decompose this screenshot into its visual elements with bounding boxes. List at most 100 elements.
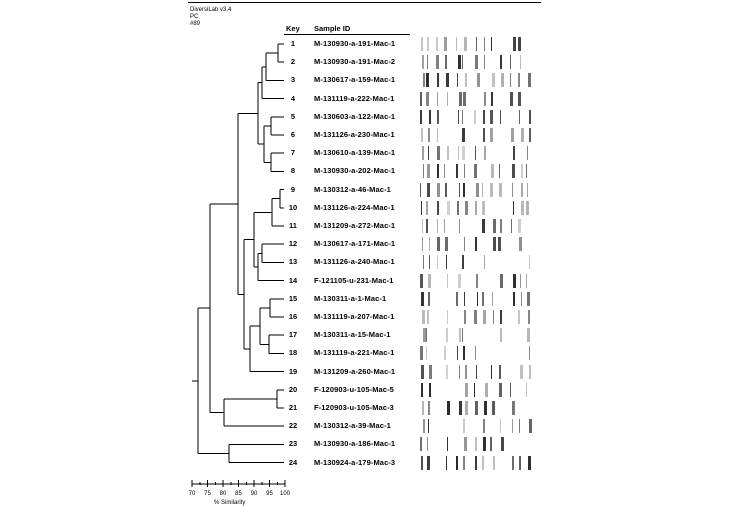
fingerprint-band <box>475 401 478 415</box>
fingerprint-band <box>476 37 477 51</box>
fingerprint-band <box>475 346 476 361</box>
fingerprint-band <box>519 237 522 252</box>
fingerprint-band <box>422 401 424 415</box>
fingerprint-band <box>477 291 478 306</box>
fingerprint-band <box>475 55 478 70</box>
fingerprint-band <box>493 455 495 470</box>
fingerprint-band <box>437 219 438 233</box>
sample-key: 19 <box>288 366 298 376</box>
fingerprint-band <box>513 291 515 306</box>
fingerprint-lane <box>418 328 532 343</box>
fingerprint-band <box>445 55 447 70</box>
fingerprint-band <box>437 200 439 215</box>
fingerprint-band <box>529 128 531 142</box>
fingerprint-band <box>437 73 439 88</box>
fingerprint-band <box>491 164 494 179</box>
fingerprint-band <box>427 310 429 324</box>
fingerprint-band <box>429 109 431 124</box>
fingerprint-band <box>458 109 459 124</box>
sample-id: M-131126-a-240-Mac-1 <box>314 257 395 267</box>
fingerprint-band <box>512 182 513 197</box>
fingerprint-band <box>437 164 439 179</box>
fingerprint-band <box>457 73 458 88</box>
fingerprint-band <box>519 109 520 124</box>
fingerprint-band <box>457 346 458 361</box>
fingerprint-band <box>475 437 477 452</box>
fingerprint-band <box>529 109 531 124</box>
fingerprint-band <box>520 273 521 288</box>
fingerprint-band <box>490 128 493 142</box>
fingerprint-band <box>529 346 530 361</box>
fingerprint-band <box>500 219 502 233</box>
fingerprint-band <box>520 55 521 70</box>
fingerprint-band <box>492 291 493 306</box>
fingerprint-band <box>437 91 438 106</box>
sample-key: 5 <box>290 111 296 121</box>
fingerprint-band <box>421 37 423 51</box>
fingerprint-band <box>500 328 502 343</box>
fingerprint-band <box>500 419 501 434</box>
fingerprint-band <box>499 182 502 197</box>
fingerprint-band <box>518 310 520 324</box>
fingerprint-band <box>501 437 504 452</box>
fingerprint-lane <box>418 346 532 361</box>
fingerprint-band <box>462 255 464 270</box>
sample-key: 17 <box>288 330 298 340</box>
fingerprint-band <box>456 291 458 306</box>
header-rule <box>284 34 410 35</box>
sample-key: 20 <box>288 384 298 394</box>
fingerprint-band <box>483 437 486 452</box>
fingerprint-band <box>456 37 457 51</box>
fingerprint-band <box>421 200 422 215</box>
fingerprint-band <box>436 55 439 70</box>
fingerprint-band <box>500 55 502 70</box>
fingerprint-lane <box>418 164 532 179</box>
fingerprint-band <box>446 73 449 88</box>
fingerprint-band <box>521 128 524 142</box>
scale-tick-label: 90 <box>250 491 258 497</box>
fingerprint-band <box>426 346 427 361</box>
fingerprint-band <box>510 382 511 397</box>
fingerprint-band <box>510 55 511 70</box>
sample-key: 24 <box>288 457 298 467</box>
fingerprint-band <box>483 419 485 434</box>
fingerprint-band <box>512 401 515 415</box>
fingerprint-band <box>484 146 486 161</box>
fingerprint-band <box>519 455 521 470</box>
fingerprint-band <box>490 182 493 197</box>
fingerprint-band <box>493 237 496 252</box>
fingerprint-band <box>437 109 439 124</box>
sample-id: M-131126-a-224-Mac-1 <box>314 202 395 212</box>
fingerprint-band <box>521 291 522 306</box>
fingerprint-band <box>421 128 423 142</box>
fingerprint-band <box>456 455 458 470</box>
fingerprint-band <box>521 182 523 197</box>
fingerprint-band <box>512 455 514 470</box>
sample-id: M-130930-a-186-Mac-1 <box>314 439 396 449</box>
fingerprint-band <box>426 328 427 343</box>
fingerprint-band <box>429 364 432 379</box>
fingerprint-band <box>513 273 516 288</box>
fingerprint-band <box>459 219 460 233</box>
scale-tick-label: 70 <box>188 491 196 497</box>
sample-id: M-130617-a-171-Mac-1 <box>314 239 396 249</box>
fingerprint-band <box>429 255 430 270</box>
fingerprint-lane <box>418 109 532 124</box>
fingerprint-band <box>491 37 492 51</box>
fingerprint-band <box>493 310 494 324</box>
fingerprint-band <box>447 91 448 106</box>
sample-id: M-130617-a-159-Mac-1 <box>314 75 396 85</box>
option-label: #89 <box>190 21 201 27</box>
fingerprint-band <box>528 310 530 324</box>
sample-id: M-130312-a-39-Mac-1 <box>314 421 391 431</box>
fingerprint-band <box>492 401 495 415</box>
fingerprint-band <box>518 91 521 106</box>
sample-key: 23 <box>288 439 298 449</box>
fingerprint-band <box>446 455 447 470</box>
fingerprint-band <box>426 91 429 106</box>
sample-id: M-131209-a-260-Mac-1 <box>314 366 396 376</box>
fingerprint-band <box>475 237 477 252</box>
fingerprint-band <box>421 382 423 397</box>
sample-key: 15 <box>288 293 298 303</box>
fingerprint-lane <box>418 310 532 324</box>
